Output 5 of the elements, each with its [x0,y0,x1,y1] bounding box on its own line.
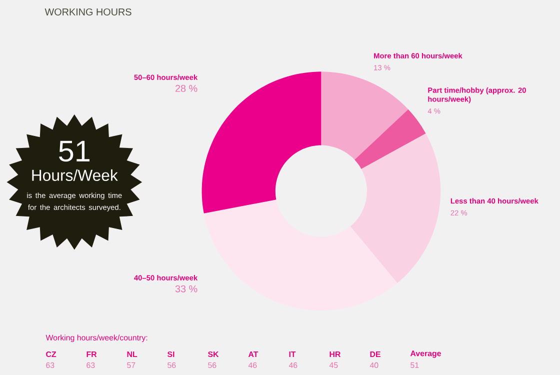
data-label: 28 % [176,84,198,92]
text: 51 [59,140,90,162]
text: Hours/Week [32,169,118,181]
chart-title: WORKING HOURS [44,8,132,16]
data-label: 33 % [175,285,198,292]
